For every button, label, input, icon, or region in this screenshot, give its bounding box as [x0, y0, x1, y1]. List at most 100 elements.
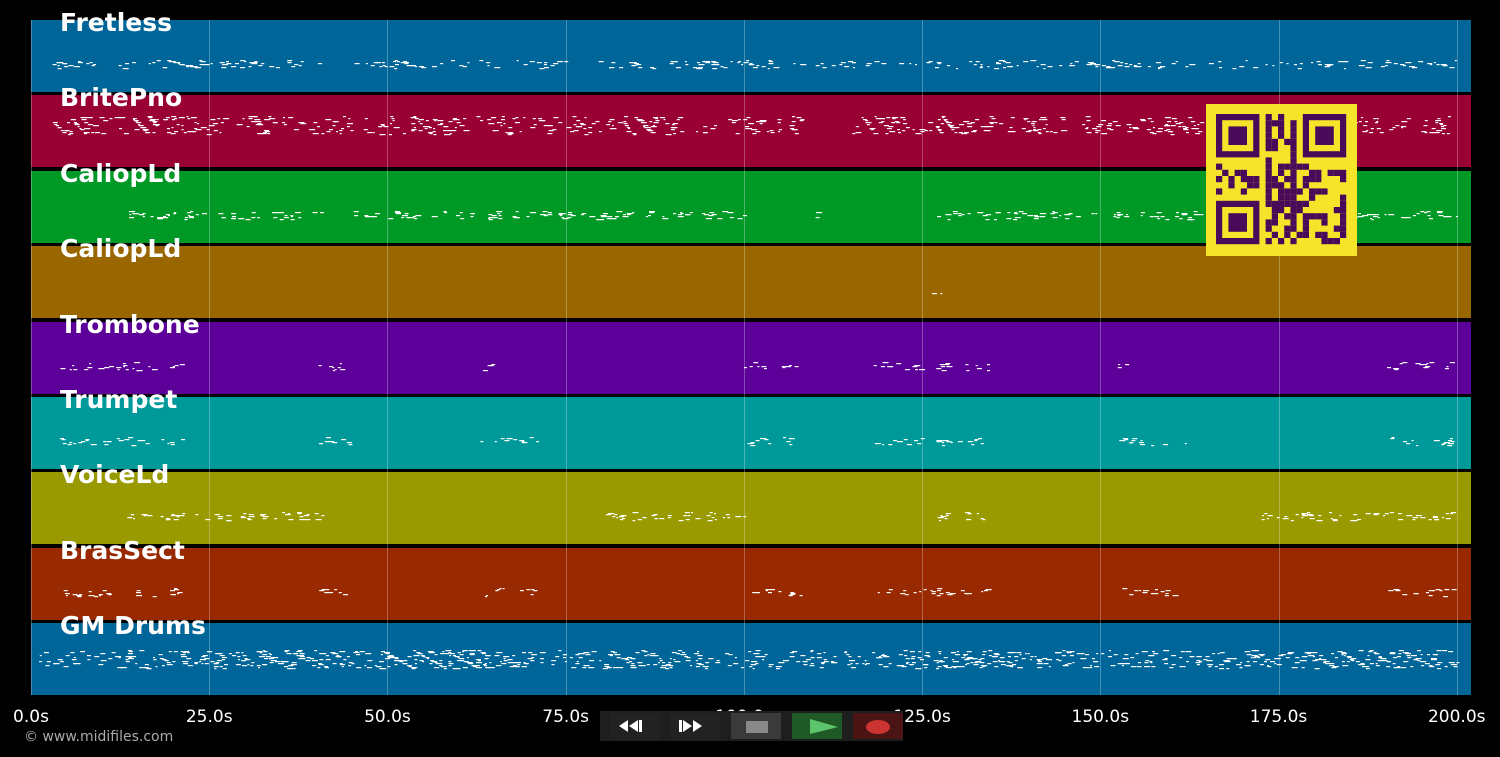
note-mark — [149, 668, 152, 670]
note-mark — [1207, 664, 1213, 666]
note-mark — [561, 213, 566, 215]
note-mark — [503, 656, 508, 658]
note-mark — [1253, 661, 1258, 663]
note-mark — [93, 64, 97, 66]
note-mark — [184, 219, 188, 221]
note-mark — [1185, 132, 1189, 134]
note-mark — [1045, 124, 1048, 126]
note-mark — [975, 365, 978, 367]
note-mark — [148, 63, 151, 65]
note-mark — [456, 122, 461, 124]
note-mark — [356, 654, 361, 656]
note-mark — [1023, 61, 1029, 63]
note-mark — [647, 654, 650, 656]
note-mark — [1023, 118, 1029, 120]
note-mark — [71, 659, 74, 661]
note-mark — [882, 654, 885, 656]
note-mark — [1443, 125, 1447, 127]
note-mark — [939, 653, 942, 655]
note-mark — [523, 663, 529, 665]
note-mark — [1164, 595, 1169, 597]
note-mark — [685, 519, 690, 521]
stop-button[interactable] — [731, 713, 781, 739]
play-button[interactable] — [792, 713, 842, 739]
note-mark — [1108, 123, 1113, 125]
note-mark — [1319, 655, 1324, 657]
note-mark — [186, 65, 193, 67]
note-mark — [637, 519, 642, 521]
qr-module — [1278, 114, 1285, 121]
note-mark — [1009, 127, 1013, 129]
note-mark — [912, 366, 918, 368]
note-mark — [1095, 66, 1099, 68]
note-mark — [667, 515, 672, 517]
note-mark — [851, 667, 857, 669]
note-mark — [1428, 665, 1433, 667]
note-mark — [487, 65, 490, 67]
note-mark — [768, 664, 774, 666]
note-mark — [379, 134, 386, 136]
note-mark — [1160, 216, 1165, 218]
note-mark — [392, 120, 395, 122]
note-mark — [325, 437, 331, 439]
note-mark — [610, 651, 615, 653]
fast-forward-button[interactable] — [670, 713, 720, 739]
note-mark — [1007, 212, 1011, 214]
note-mark — [413, 650, 417, 652]
note-mark — [488, 219, 493, 221]
note-mark — [87, 659, 91, 661]
note-mark — [284, 666, 289, 668]
note-mark — [1353, 520, 1358, 522]
qr-module — [1315, 169, 1322, 176]
note-mark — [570, 215, 576, 217]
note-mark — [1431, 128, 1436, 130]
note-mark — [792, 129, 798, 131]
record-button[interactable] — [853, 713, 903, 739]
note-mark — [394, 212, 401, 214]
note-mark — [76, 595, 82, 597]
note-mark — [324, 653, 327, 655]
note-mark — [716, 660, 720, 662]
note-mark — [992, 661, 998, 663]
note-mark — [393, 127, 400, 129]
note-mark — [287, 62, 292, 64]
note-mark — [1150, 121, 1154, 123]
note-mark — [663, 667, 667, 669]
note-mark — [132, 213, 139, 215]
note-mark — [625, 659, 630, 661]
note-mark — [1152, 127, 1155, 129]
track-name: VoiceLd — [60, 460, 170, 489]
note-mark — [492, 217, 498, 219]
note-mark — [454, 656, 460, 658]
note-mark — [1295, 514, 1299, 516]
note-mark — [494, 67, 501, 69]
qr-module — [1290, 138, 1297, 145]
qr-module — [1321, 231, 1328, 238]
note-mark — [974, 662, 979, 664]
note-mark — [538, 118, 543, 120]
note-mark — [1351, 660, 1355, 662]
track-lane — [31, 20, 1471, 92]
note-mark — [1307, 512, 1311, 514]
note-mark — [924, 667, 928, 669]
tick-label: 175.0s — [1249, 707, 1308, 727]
note-mark — [429, 663, 433, 665]
note-mark — [1169, 667, 1174, 669]
note-mark — [452, 655, 456, 657]
rewind-button[interactable] — [610, 713, 660, 739]
note-mark — [1067, 663, 1072, 665]
note-mark — [346, 126, 350, 128]
note-mark — [1442, 650, 1448, 652]
note-mark — [125, 369, 129, 371]
qr-module — [1290, 182, 1297, 189]
note-mark — [999, 123, 1004, 125]
note-mark — [485, 596, 488, 598]
note-mark — [1290, 520, 1294, 522]
note-mark — [427, 132, 433, 134]
note-mark — [654, 518, 658, 520]
note-mark — [354, 63, 360, 65]
note-mark — [523, 662, 526, 664]
note-mark — [1433, 440, 1440, 442]
note-mark — [311, 660, 318, 662]
note-mark — [964, 132, 968, 134]
